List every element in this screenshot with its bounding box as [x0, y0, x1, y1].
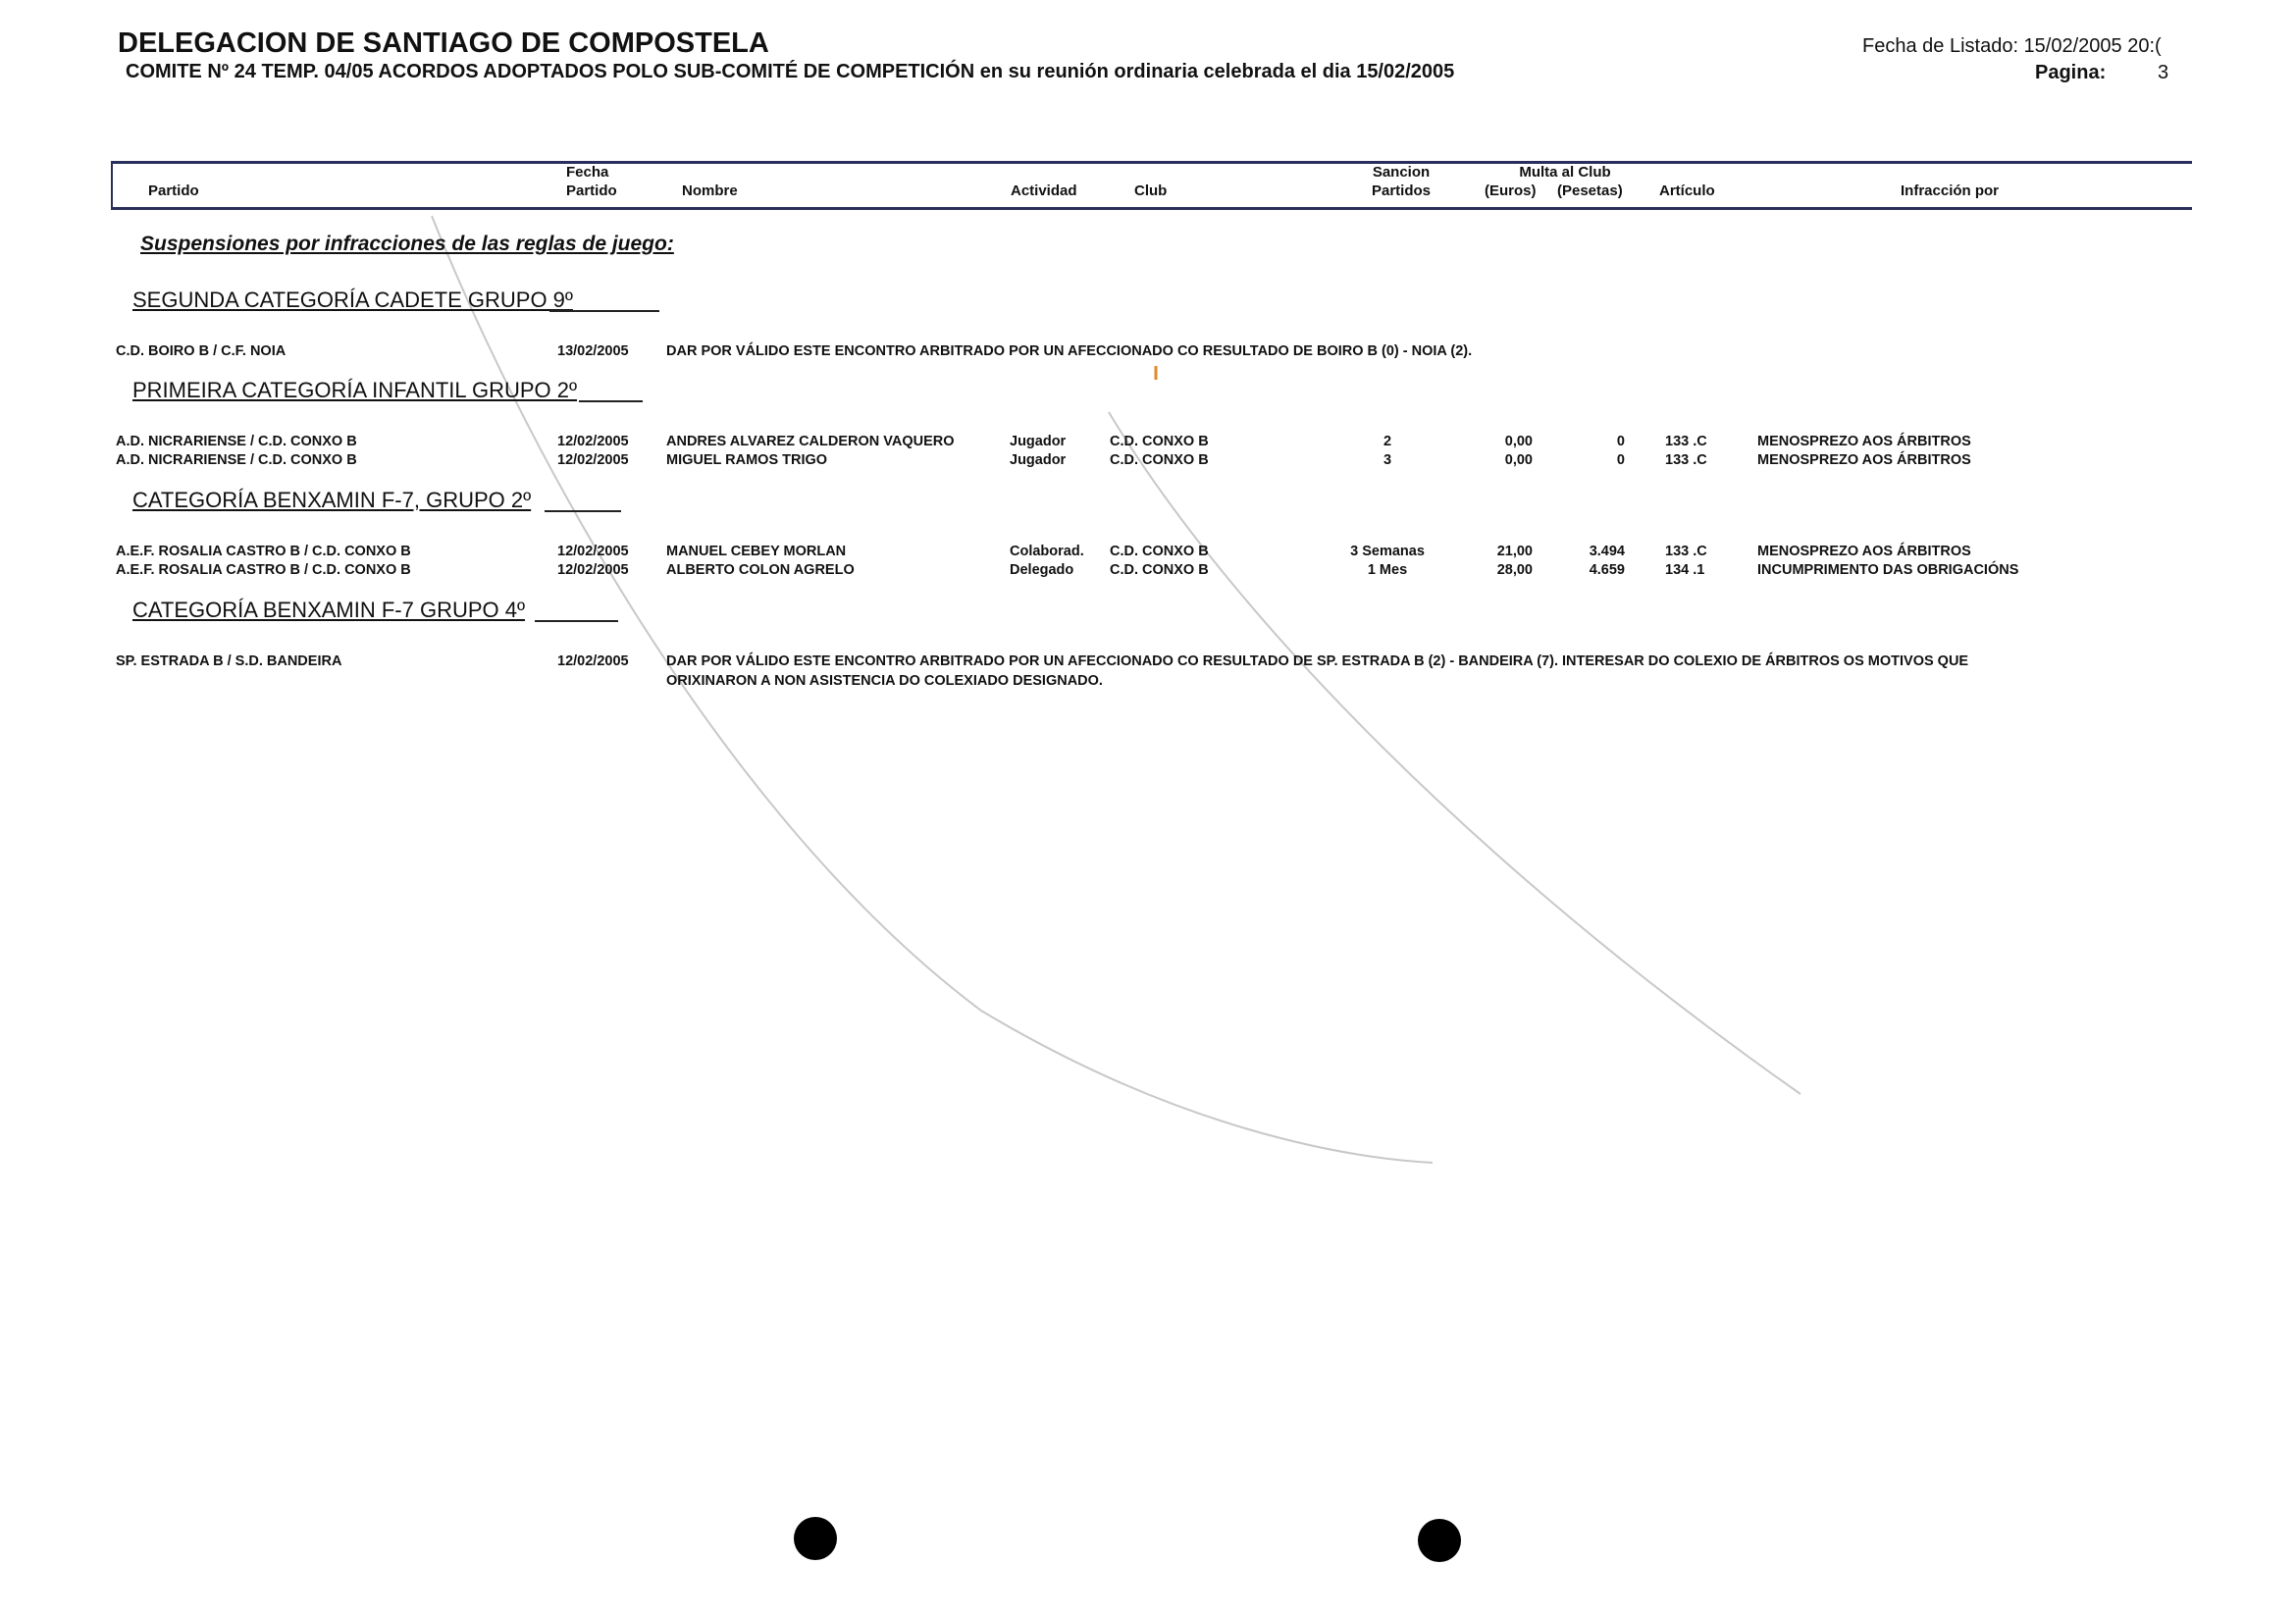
col-pesetas: (Pesetas) — [1557, 183, 1623, 199]
row-actividad: Jugador — [1010, 434, 1067, 449]
col-club: Club — [1134, 183, 1168, 199]
col-partido: Partido — [148, 183, 199, 199]
row-infraccion: INCUMPRIMENTO DAS OBRIGACIÓNS — [1757, 562, 2019, 578]
row-nombre: ANDRES ALVAREZ CALDERON VAQUERO — [666, 434, 955, 449]
row-partido: A.E.F. ROSALIA CASTRO B / C.D. CONXO B — [116, 544, 411, 559]
page-subtitle: COMITE Nº 24 TEMP. 04/05 ACORDOS ADOPTAD… — [126, 61, 1455, 82]
punch-hole — [794, 1517, 837, 1560]
category-underline — [535, 620, 618, 622]
row-pesetas: 0 — [1616, 434, 1625, 449]
row-nombre: ALBERTO COLON AGRELO — [666, 562, 855, 578]
row-sancion: 1 Mes — [1367, 562, 1408, 578]
col-fecha: Fecha Partido — [566, 163, 617, 200]
row-articulo: 133 .C — [1665, 434, 1707, 449]
row-euros: 28,00 — [1496, 562, 1533, 578]
row-nombre: MANUEL CEBEY MORLAN — [666, 544, 847, 559]
category-heading: PRIMEIRA CATEGORÍA INFANTIL GRUPO 2º — [132, 378, 578, 402]
row-club: C.D. CONXO B — [1110, 434, 1209, 449]
row-fecha: 13/02/2005 — [557, 343, 629, 359]
row-euros: 0,00 — [1504, 452, 1533, 468]
category-underline — [549, 310, 659, 312]
row-sancion: 2 — [1383, 434, 1392, 449]
col-articulo: Artículo — [1659, 183, 1715, 199]
col-multa: Multa al Club — [1519, 164, 1611, 181]
row-club: C.D. CONXO B — [1110, 452, 1209, 468]
category-heading: SEGUNDA CATEGORÍA CADETE GRUPO 9º — [132, 287, 573, 312]
listing-date: Fecha de Listado: 15/02/2005 20:( — [1862, 35, 2162, 57]
row-pesetas: 0 — [1616, 452, 1625, 468]
row-club: C.D. CONXO B — [1110, 562, 1209, 578]
row-articulo: 133 .C — [1665, 452, 1707, 468]
col-infraccion: Infracción por — [1901, 183, 2000, 199]
row-articulo: 134 .1 — [1665, 562, 1705, 578]
category-underline — [579, 400, 643, 402]
col-euros: (Euros) — [1485, 183, 1537, 199]
category-heading: CATEGORÍA BENXAMIN F-7 GRUPO 4º — [132, 598, 526, 622]
row-partido: C.D. BOIRO B / C.F. NOIA — [116, 343, 287, 359]
category-heading: CATEGORÍA BENXAMIN F-7, GRUPO 2º — [132, 488, 532, 512]
row-club: C.D. CONXO B — [1110, 544, 1209, 559]
page-label: Pagina: — [2035, 62, 2107, 83]
row-articulo: 133 .C — [1665, 544, 1707, 559]
row-fecha: 12/02/2005 — [557, 562, 629, 578]
row-fecha: 12/02/2005 — [557, 653, 629, 669]
row-note-continued: ORIXINARON A NON ASISTENCIA DO COLEXIADO… — [666, 673, 1103, 689]
row-fecha: 12/02/2005 — [557, 452, 629, 468]
col-sancion-line1: Sancion — [1372, 164, 1431, 181]
row-actividad: Jugador — [1010, 452, 1067, 468]
col-actividad: Actividad — [1011, 183, 1077, 199]
row-actividad: Colaborad. — [1010, 544, 1084, 559]
row-sancion: 3 — [1383, 452, 1392, 468]
row-fecha: 12/02/2005 — [557, 544, 629, 559]
punch-hole — [1418, 1519, 1461, 1562]
col-fecha-line2: Partido — [566, 183, 617, 199]
row-fecha: 12/02/2005 — [557, 434, 629, 449]
row-actividad: Delegado — [1010, 562, 1074, 578]
col-fecha-line1: Fecha — [566, 164, 609, 181]
col-nombre: Nombre — [682, 183, 738, 199]
page-number: 3 — [2158, 62, 2169, 83]
col-sancion: Sancion Partidos — [1354, 163, 1448, 200]
row-euros: 0,00 — [1504, 434, 1533, 449]
section-title: Suspensiones por infracciones de las reg… — [140, 233, 674, 255]
row-sancion: 3 Semanas — [1350, 544, 1425, 559]
row-infraccion: MENOSPREZO AOS ÁRBITROS — [1757, 434, 1971, 449]
row-pesetas: 4.659 — [1589, 562, 1625, 578]
row-infraccion: MENOSPREZO AOS ÁRBITROS — [1757, 452, 1971, 468]
column-header-box — [111, 161, 2192, 210]
row-nombre: MIGUEL RAMOS TRIGO — [666, 452, 828, 468]
category-underline — [545, 510, 621, 512]
row-pesetas: 3.494 — [1589, 544, 1625, 559]
row-partido: A.E.F. ROSALIA CASTRO B / C.D. CONXO B — [116, 562, 411, 578]
row-partido: A.D. NICRARIENSE / C.D. CONXO B — [116, 452, 357, 468]
row-note: DAR POR VÁLIDO ESTE ENCONTRO ARBITRADO P… — [666, 343, 1473, 359]
row-note: DAR POR VÁLIDO ESTE ENCONTRO ARBITRADO P… — [666, 653, 1969, 669]
row-infraccion: MENOSPREZO AOS ÁRBITROS — [1757, 544, 1971, 559]
row-partido: SP. ESTRADA B / S.D. BANDEIRA — [116, 653, 342, 669]
row-partido: A.D. NICRARIENSE / C.D. CONXO B — [116, 434, 357, 449]
row-euros: 21,00 — [1496, 544, 1533, 559]
col-sancion-line2: Partidos — [1371, 183, 1431, 199]
page-title: DELEGACION DE SANTIAGO DE COMPOSTELA — [118, 27, 769, 59]
